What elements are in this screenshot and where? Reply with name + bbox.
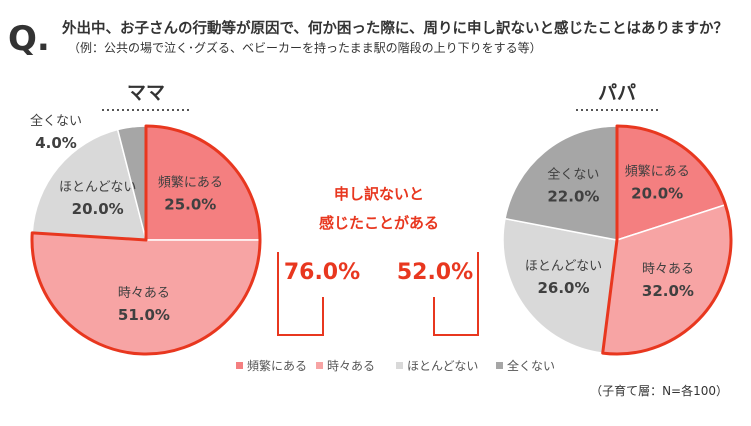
papa-total-value: 52.0%	[397, 260, 473, 285]
legend-swatch-rarely	[396, 362, 403, 369]
papa-label-never-value: 22.0%	[547, 187, 599, 205]
papa-slice-never	[504, 125, 618, 241]
papa-label-sometimes-category: 時々ある	[642, 262, 694, 277]
legend-swatch-never	[496, 362, 503, 369]
sample-note: （子育て層：N=各100）	[590, 383, 728, 398]
mama-label-sometimes-value: 51.0%	[118, 306, 170, 324]
question-subtitle: （例：公共の場で泣く･グズる、ベビーカーを持ったまま駅の階段の上り下りをする等）	[68, 40, 542, 55]
mama-label-frequent-value: 25.0%	[164, 196, 216, 214]
question-mark: Q.	[8, 19, 50, 59]
legend-swatch-frequent	[236, 362, 243, 369]
papa-label-rarely-category: ほとんどない	[525, 259, 602, 274]
mama-label-rarely-value: 20.0%	[72, 200, 124, 218]
mama-connector-bracket	[277, 252, 324, 336]
legend-label-sometimes: 時々ある	[327, 359, 375, 373]
papa-slice-rarely	[502, 217, 618, 354]
mama-accent-outline	[30, 124, 262, 356]
papa-label-rarely-value: 26.0%	[537, 279, 589, 297]
chart-title-mama: ママ	[127, 82, 165, 104]
center-heading-line2: 感じたことがある	[319, 214, 439, 232]
papa-accent-outline	[601, 124, 733, 356]
legend-label-never: 全くない	[507, 358, 555, 373]
question-title: 外出中、お子さんの行動等が原因で、何か困った際に、周りに申し訳ないと感じたことは…	[62, 19, 728, 37]
mama-total-value: 76.0%	[284, 260, 360, 285]
mama-label-rarely-category: ほとんどない	[59, 180, 136, 195]
papa-label-sometimes-value: 32.0%	[642, 282, 694, 300]
legend-label-frequent: 頻繁にある	[247, 358, 307, 373]
papa-connector-bracket	[433, 252, 479, 336]
legend: 頻繁にある 時々ある ほとんどない 全くない	[236, 358, 555, 373]
mama-label-frequent-category: 頻繁にある	[158, 175, 223, 191]
pie-chart-papa: 頻繁にある 20.0% 時々ある 32.0% ほとんどない 26.0% 全くない 22.0%	[502, 124, 733, 356]
mama-label-sometimes-category: 時々ある	[118, 286, 170, 301]
mama-label-never-category: 全くない	[30, 113, 82, 129]
mama-slice-rarely	[31, 128, 147, 241]
chart-title-papa: パパ	[598, 82, 636, 104]
papa-label-never-category: 全くない	[547, 166, 599, 182]
papa-label-frequent-value: 20.0%	[631, 185, 683, 203]
legend-label-rarely: ほとんどない	[407, 359, 478, 373]
center-heading-line1: 申し訳ないと	[334, 185, 424, 203]
papa-label-frequent-category: 頻繁にある	[625, 164, 690, 180]
mama-label-never-value: 4.0%	[35, 134, 77, 152]
pie-chart-mama: 頻繁にある 25.0% 時々ある 51.0% ほとんどない 20.0% 全くない 4.0%	[30, 113, 262, 356]
legend-swatch-sometimes	[316, 362, 323, 369]
